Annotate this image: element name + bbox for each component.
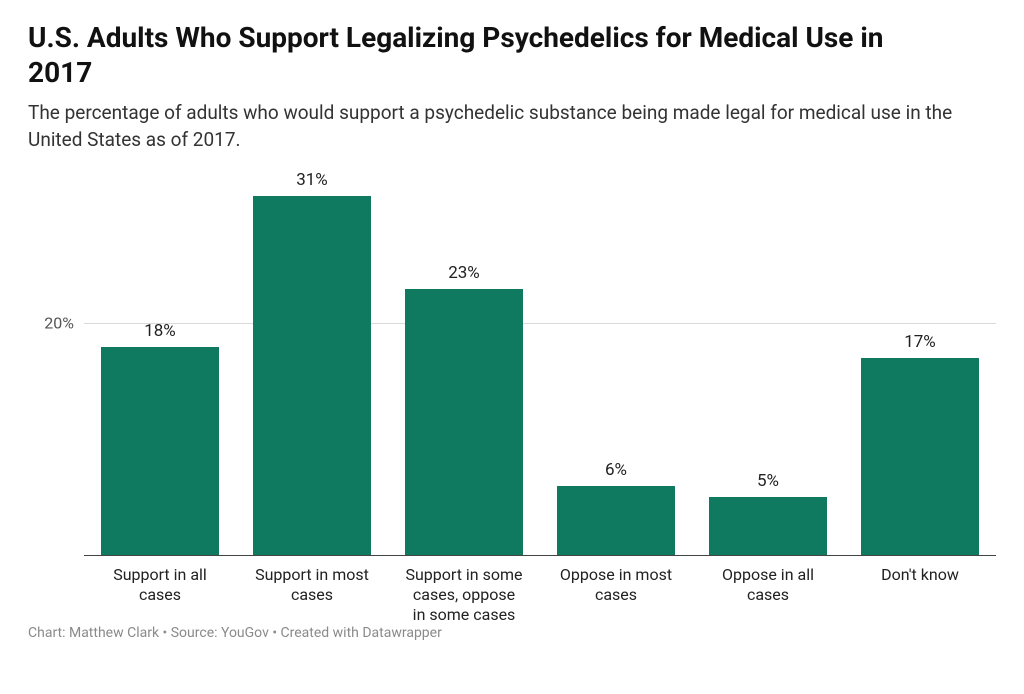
bar: 5% <box>709 497 828 555</box>
chart-footer: Chart: Matthew Clark • Source: YouGov • … <box>28 625 442 641</box>
value-label: 6% <box>557 460 676 480</box>
chart-subtitle: The percentage of adults who would suppo… <box>28 100 968 153</box>
bar: 18% <box>101 347 220 556</box>
bar: 31% <box>253 196 372 555</box>
bar-group: 18% <box>84 161 236 555</box>
value-label: 18% <box>101 321 220 341</box>
category-label: Support in all cases <box>101 565 220 605</box>
value-label: 5% <box>709 471 828 491</box>
baseline <box>84 555 996 556</box>
bar: 6% <box>557 486 676 556</box>
bar-group: 23% <box>388 161 540 555</box>
bar: 23% <box>405 289 524 556</box>
category-label: Support in most cases <box>253 565 372 605</box>
category-label: Oppose in most cases <box>557 565 676 605</box>
bar-group: 6% <box>540 161 692 555</box>
bar-group: 17% <box>844 161 996 555</box>
bar-group: 31% <box>236 161 388 555</box>
chart-container: U.S. Adults Who Support Legalizing Psych… <box>0 0 1024 694</box>
category-label: Support in some cases, oppose in some ca… <box>405 565 524 625</box>
category-label: Don't know <box>861 565 980 585</box>
bars-layer: 18% 31% 23% 6% 5% 17% <box>84 161 996 555</box>
y-tick-label: 20% <box>28 314 74 333</box>
chart-title: U.S. Adults Who Support Legalizing Psych… <box>28 20 928 90</box>
category-label: Oppose in all cases <box>709 565 828 605</box>
value-label: 23% <box>405 263 524 283</box>
value-label: 17% <box>861 332 980 352</box>
chart-zone: 20% 18% 31% 23% 6% 5% 17% Support in all case… <box>28 161 996 641</box>
bar: 17% <box>861 358 980 555</box>
value-label: 31% <box>253 170 372 190</box>
bar-group: 5% <box>692 161 844 555</box>
